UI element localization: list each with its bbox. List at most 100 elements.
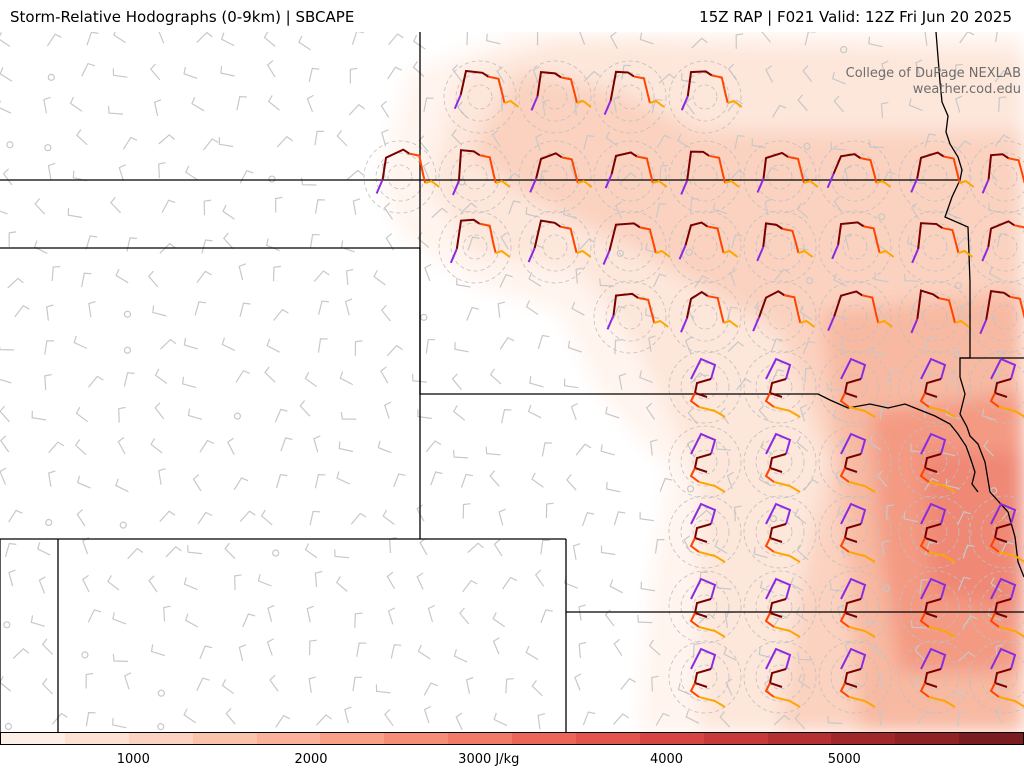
wind-barb [387,66,402,80]
wind-barb [761,32,771,43]
wind-barb [575,443,592,456]
wind-barb [754,301,767,317]
wind-barb [118,406,126,423]
hodograph-ring [755,437,805,487]
wind-barb [772,614,788,628]
calm-wind-circle [954,281,963,290]
wind-barb [218,137,234,148]
wind-barb [107,106,124,115]
wind-barb [314,473,326,489]
wind-barb [692,643,702,659]
colorbar: 1000 2000 3000 J/kg 4000 5000 [0,732,1024,768]
hodograph-ring [668,280,742,354]
hodograph-ring [743,140,817,214]
hodograph-ring [992,304,1018,330]
wind-barb [422,161,430,180]
wind-barb [309,639,317,656]
hodograph-ring [593,280,667,354]
wind-barb [947,207,962,220]
wind-barb [915,59,923,77]
wind-barb [835,469,843,487]
wind-barb [763,678,772,697]
hodograph [764,357,801,418]
wind-barb [112,717,127,729]
wind-barb [525,207,540,218]
wind-barb [349,67,358,84]
wind-barb [233,477,249,491]
wind-barb [535,133,543,151]
hodograph [689,647,726,708]
wind-barb [33,240,48,254]
calm-wind-circle [686,485,695,493]
calm-wind-circle [157,723,165,731]
wind-barb [719,711,731,728]
wind-barb [387,607,396,625]
wind-barb [655,203,667,218]
hodograph-ring [692,234,718,260]
wind-barb [8,569,16,587]
hodograph [919,647,956,708]
wind-barb [839,338,848,356]
wind-barb [276,135,293,148]
wind-barb [833,273,848,287]
wind-barb [996,233,1008,248]
wind-barb [309,510,321,526]
hodograph-ring [680,72,730,122]
hodograph-ring [818,140,892,214]
hodograph-ring [992,519,1018,545]
hodograph [839,357,876,418]
hodograph-ring [818,495,892,569]
wind-barb [86,32,99,46]
wind-barb [949,369,957,387]
wind-barb [653,273,667,288]
wind-barb [423,97,434,112]
wind-barb [571,301,585,316]
calm-wind-circle [123,346,132,354]
wind-barb [48,470,56,487]
calm-wind-circle [4,722,13,731]
colorbar-swatch [703,733,768,744]
wind-barb [46,33,62,47]
colorbar-swatch [895,733,960,744]
wind-barb [221,679,235,695]
wind-barb [790,577,804,592]
hodograph-ring [830,582,880,632]
wind-barb [540,539,550,555]
wind-barb [165,546,182,558]
wind-barb [914,675,924,693]
wind-barb [492,612,506,628]
wind-barb [264,366,276,383]
wind-barb [150,644,166,657]
wind-barb [797,674,811,690]
hodograph-ring [668,140,742,214]
wind-barb [774,268,791,281]
hodograph [839,432,876,493]
wind-barb [235,369,251,383]
hodograph-ring [922,304,948,330]
hodograph-ring [842,164,868,190]
wind-barb [924,32,928,46]
wind-barb [982,309,997,322]
wind-barb [797,652,813,661]
wind-barb [4,542,17,558]
wind-barb [467,236,480,251]
hodograph-ring [755,222,805,272]
wind-barb [390,644,402,659]
hodograph [989,502,1024,563]
wind-barb [456,277,471,288]
wind-barb [201,239,213,254]
wind-barb [88,375,104,388]
hodograph-ring [968,570,1024,644]
wind-barb [82,574,90,593]
hodograph [375,148,440,194]
wind-barb [640,581,656,592]
hodograph-ring [743,280,817,354]
wind-barb [726,471,734,490]
hodograph-ring [980,582,1024,632]
wind-barb [69,96,83,112]
wind-barb [715,442,731,451]
hodograph-ring [842,594,868,620]
wind-barb [498,508,506,526]
wind-barb [87,609,102,623]
hodograph [826,153,892,189]
